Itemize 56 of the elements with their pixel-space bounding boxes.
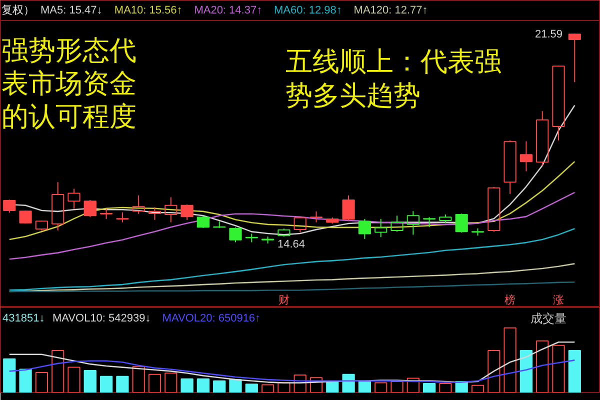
text: 成交量	[530, 312, 566, 326]
bar	[245, 384, 258, 392]
candlestick	[520, 140, 533, 172]
bar	[310, 377, 323, 392]
candlestick	[536, 110, 549, 166]
bar	[261, 384, 274, 392]
bar	[132, 366, 145, 392]
bar	[374, 382, 388, 392]
bar	[164, 372, 178, 392]
candlestick	[132, 194, 145, 214]
annotation: 榜	[504, 294, 516, 306]
bar	[488, 350, 500, 392]
bar	[213, 380, 226, 392]
bar	[35, 372, 48, 392]
bar	[52, 350, 64, 392]
bar	[520, 350, 533, 392]
bar	[19, 368, 32, 392]
bar	[406, 378, 420, 392]
bar	[100, 376, 113, 392]
bar	[471, 384, 484, 392]
text: 复权）	[2, 4, 34, 16]
annotation: 涨	[553, 294, 564, 306]
annotation: 财	[278, 294, 290, 306]
text: MAVOL20: 650916↑	[162, 312, 261, 324]
bar	[390, 381, 404, 392]
text: MAVOL10: 542939↓	[52, 312, 151, 324]
bar	[536, 340, 549, 392]
candlestick	[294, 217, 306, 233]
candlestick	[148, 206, 162, 220]
bar	[439, 382, 452, 392]
bar	[294, 374, 306, 392]
text: MA20: 14.37↑	[194, 4, 262, 16]
text: MA5: 15.47↓	[40, 4, 102, 16]
bar	[84, 370, 96, 392]
bar	[422, 382, 436, 392]
text: MA120: 12.77↑	[354, 4, 428, 16]
bar	[180, 378, 194, 392]
bar	[148, 374, 162, 392]
bar	[552, 344, 565, 392]
bar	[326, 381, 339, 392]
bar	[3, 358, 16, 392]
candlestick	[164, 196, 178, 223]
bar	[116, 376, 129, 392]
annotation: 五线顺上：代表强势多头趋势	[286, 46, 502, 110]
bar	[196, 378, 210, 392]
annotation: 21.59	[535, 28, 563, 40]
bar	[68, 366, 80, 392]
text: MA10: 15.56↑	[114, 4, 182, 16]
bar	[229, 379, 242, 392]
text: MA60: 12.98↑	[274, 4, 342, 16]
bar	[504, 327, 516, 392]
annotation: 14.64	[277, 238, 306, 250]
bar	[358, 380, 372, 392]
text: 431851↓	[2, 312, 45, 324]
bar	[568, 350, 581, 392]
annotation: 强势形态代表市场资金的认可程度	[2, 36, 136, 132]
